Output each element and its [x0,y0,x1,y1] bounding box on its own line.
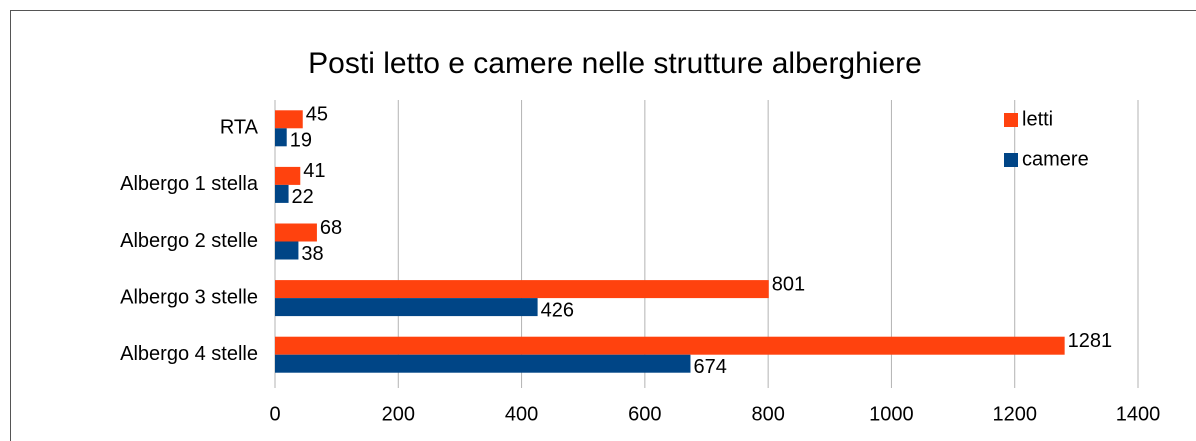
frame [10,10,1196,441]
chart-title: Posti letto e camere nelle strutture alb… [308,47,922,80]
value-label: 22 [292,186,314,208]
value-label: 1281 [1068,330,1113,352]
bar [275,336,1065,355]
value-label: 45 [306,104,328,126]
value-label: 38 [301,243,323,265]
value-label: 68 [320,217,342,239]
y-tick-label: Albergo 2 stelle [120,230,258,252]
x-tick-label: 400 [505,403,538,425]
y-tick-label: Albergo 4 stelle [120,343,258,365]
x-tick-label: 600 [628,403,661,425]
value-label: 674 [693,356,726,378]
bar [275,298,538,317]
value-label: 801 [772,273,805,295]
x-tick-label: 1200 [992,403,1037,425]
x-tick-label: 0 [269,403,280,425]
x-tick-label: 200 [382,403,415,425]
y-tick-label: Albergo 1 stella [120,173,259,195]
y-tick-label: Albergo 3 stelle [120,286,258,308]
bar [275,184,289,203]
legend-swatch [1004,153,1018,167]
bar [275,241,299,260]
value-label: 19 [290,130,312,152]
x-tick-label: 1000 [869,403,914,425]
legend-label: camere [1022,148,1089,170]
value-label: 426 [541,299,574,321]
legend-swatch [1004,113,1018,127]
bar [275,128,287,147]
value-label: 41 [303,160,325,182]
legend-label: letti [1022,108,1053,130]
bar [275,110,303,129]
bar [275,280,769,299]
bar [275,166,301,185]
x-tick-label: 800 [751,403,784,425]
bar [275,223,317,242]
x-tick-label: 1400 [1116,403,1161,425]
bar [275,354,691,373]
y-tick-label: RTA [220,117,259,139]
